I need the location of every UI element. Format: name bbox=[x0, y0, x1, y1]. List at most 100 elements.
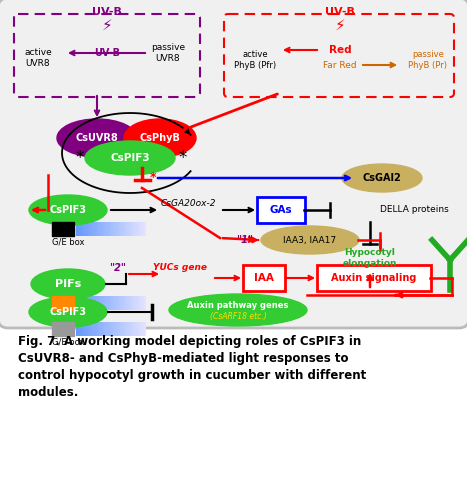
Bar bbox=[106, 222, 109, 236]
Bar bbox=[97, 296, 99, 310]
Text: PIFs: PIFs bbox=[55, 279, 81, 289]
Bar bbox=[118, 296, 120, 310]
Text: *: * bbox=[76, 149, 84, 167]
Bar bbox=[88, 222, 90, 236]
Bar bbox=[95, 322, 97, 336]
Bar bbox=[97, 322, 99, 336]
Bar bbox=[76, 322, 78, 336]
Bar bbox=[104, 322, 106, 336]
Bar bbox=[130, 296, 132, 310]
Bar bbox=[137, 222, 139, 236]
Ellipse shape bbox=[124, 119, 196, 157]
Bar bbox=[144, 296, 146, 310]
Text: CsPIF3: CsPIF3 bbox=[50, 307, 86, 317]
Bar bbox=[52, 322, 74, 336]
Text: (CsARF18 etc.): (CsARF18 etc.) bbox=[210, 313, 266, 321]
Ellipse shape bbox=[85, 141, 175, 175]
Text: UV-B: UV-B bbox=[325, 7, 355, 17]
Bar bbox=[123, 322, 125, 336]
Bar bbox=[52, 296, 74, 310]
Text: active
UVR8: active UVR8 bbox=[24, 48, 52, 68]
FancyBboxPatch shape bbox=[224, 14, 454, 97]
Bar bbox=[130, 322, 132, 336]
Bar bbox=[88, 322, 90, 336]
Bar bbox=[137, 322, 139, 336]
Ellipse shape bbox=[169, 294, 307, 326]
Bar bbox=[109, 296, 111, 310]
Ellipse shape bbox=[29, 195, 107, 225]
Bar bbox=[78, 296, 81, 310]
Text: *: * bbox=[150, 172, 156, 184]
Text: DELLA proteins: DELLA proteins bbox=[380, 206, 449, 214]
Bar bbox=[134, 322, 137, 336]
Bar bbox=[104, 222, 106, 236]
Bar bbox=[102, 322, 104, 336]
Bar bbox=[85, 296, 88, 310]
Bar bbox=[99, 322, 102, 336]
Bar bbox=[90, 222, 92, 236]
Bar bbox=[81, 322, 83, 336]
Ellipse shape bbox=[342, 164, 422, 192]
Bar bbox=[97, 222, 99, 236]
Text: UV-B: UV-B bbox=[94, 48, 120, 58]
Text: IAA: IAA bbox=[254, 273, 274, 283]
FancyBboxPatch shape bbox=[14, 14, 200, 97]
Bar bbox=[95, 222, 97, 236]
Bar bbox=[142, 296, 144, 310]
Bar bbox=[134, 296, 137, 310]
Text: ⚡: ⚡ bbox=[102, 17, 113, 33]
FancyBboxPatch shape bbox=[0, 0, 467, 328]
Bar bbox=[116, 322, 118, 336]
Text: Fig. 7. A working model depicting roles of CsPIF3 in
CsUVR8- and CsPhyB-mediated: Fig. 7. A working model depicting roles … bbox=[18, 335, 366, 399]
Bar bbox=[123, 222, 125, 236]
Text: CsPIF3: CsPIF3 bbox=[50, 205, 86, 215]
Bar bbox=[116, 296, 118, 310]
Bar bbox=[83, 222, 85, 236]
Bar bbox=[118, 222, 120, 236]
Bar bbox=[120, 322, 123, 336]
Bar bbox=[120, 222, 123, 236]
Text: G/E box: G/E box bbox=[52, 238, 84, 246]
Bar bbox=[120, 296, 123, 310]
Bar bbox=[95, 296, 97, 310]
Bar bbox=[113, 296, 116, 310]
Bar bbox=[142, 322, 144, 336]
Bar bbox=[78, 222, 81, 236]
Bar bbox=[111, 222, 113, 236]
Bar bbox=[81, 222, 83, 236]
Bar bbox=[88, 296, 90, 310]
Bar bbox=[99, 296, 102, 310]
Bar bbox=[109, 322, 111, 336]
Bar bbox=[125, 322, 127, 336]
Bar bbox=[76, 222, 78, 236]
Text: passive
PhyB (Pr): passive PhyB (Pr) bbox=[409, 50, 447, 70]
Bar bbox=[76, 296, 78, 310]
Text: Auxin pathway genes: Auxin pathway genes bbox=[187, 301, 289, 310]
Bar bbox=[92, 322, 95, 336]
FancyBboxPatch shape bbox=[317, 265, 431, 291]
Text: Red: Red bbox=[329, 45, 351, 55]
Bar bbox=[106, 296, 109, 310]
Ellipse shape bbox=[31, 269, 105, 299]
Ellipse shape bbox=[29, 297, 107, 327]
Bar bbox=[78, 322, 81, 336]
Bar bbox=[83, 322, 85, 336]
FancyBboxPatch shape bbox=[243, 265, 285, 291]
Bar bbox=[52, 222, 74, 236]
Bar bbox=[85, 222, 88, 236]
Bar bbox=[123, 296, 125, 310]
Bar bbox=[104, 296, 106, 310]
Text: active
PhyB (Pfr): active PhyB (Pfr) bbox=[234, 50, 276, 70]
Bar bbox=[125, 296, 127, 310]
Bar bbox=[102, 222, 104, 236]
Bar bbox=[137, 296, 139, 310]
Bar bbox=[144, 322, 146, 336]
Bar bbox=[132, 222, 134, 236]
Bar bbox=[92, 222, 95, 236]
Bar bbox=[113, 222, 116, 236]
Bar bbox=[127, 222, 130, 236]
Text: CsGA20ox-2: CsGA20ox-2 bbox=[160, 200, 216, 209]
Text: G/E box: G/E box bbox=[52, 338, 84, 347]
Bar bbox=[83, 296, 85, 310]
Bar bbox=[139, 322, 142, 336]
